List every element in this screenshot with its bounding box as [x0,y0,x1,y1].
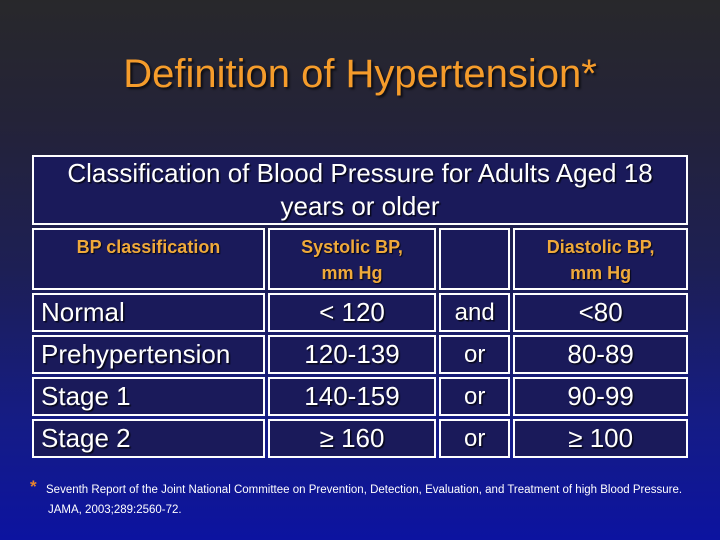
cell-conjunction: or [439,419,511,458]
cell-diastolic: ≥ 100 [513,419,688,458]
column-header-label: Systolic BP, [301,237,403,257]
cell-systolic: ≥ 160 [267,419,437,458]
cell-classification: Normal [32,293,265,332]
slide-title: Definition of Hypertension* [123,52,597,96]
cell-diastolic: 80-89 [513,335,688,374]
cell-systolic: < 120 [267,293,437,332]
cell-conjunction: or [439,335,511,374]
column-header-label: mm Hg [321,263,383,283]
column-header-label: BP classification [76,237,221,257]
table-row-stage-2: Stage 2 ≥ 160 or ≥ 100 [32,419,688,458]
cell-classification: Stage 1 [32,377,265,416]
column-header-bp-classification: BP classification [32,228,265,290]
table-caption: Classification of Blood Pressure for Adu… [32,155,688,225]
column-header-conjunction [439,228,511,290]
cell-conjunction: or [439,377,511,416]
cell-classification: Prehypertension [32,335,265,374]
cell-classification: Stage 2 [32,419,265,458]
table-header-row: BP classification Systolic BP, mm Hg Dia… [32,228,688,290]
table-caption-row: Classification of Blood Pressure for Adu… [32,155,688,225]
column-header-label: mm Hg [570,263,632,283]
column-header-systolic: Systolic BP, mm Hg [267,228,437,290]
footnote-text: Seventh Report of the Joint National Com… [46,484,683,496]
cell-conjunction: and [439,293,511,332]
column-header-label: Diastolic BP, [546,237,655,257]
table-row-stage-1: Stage 1 140-159 or 90-99 [32,377,688,416]
cell-diastolic: <80 [513,293,688,332]
cell-systolic: 140-159 [267,377,437,416]
footnote-citation: JAMA, 2003;289:2560-72. [48,504,182,516]
column-header-diastolic: Diastolic BP, mm Hg [513,228,688,290]
bp-classification-table: Classification of Blood Pressure for Adu… [29,152,691,461]
table-row-normal: Normal < 120 and <80 [32,293,688,332]
cell-diastolic: 90-99 [513,377,688,416]
table-row-prehypertension: Prehypertension 120-139 or 80-89 [32,335,688,374]
footnote: * Seventh Report of the Joint National C… [28,477,704,520]
footnote-asterisk: * [30,477,37,496]
cell-systolic: 120-139 [267,335,437,374]
